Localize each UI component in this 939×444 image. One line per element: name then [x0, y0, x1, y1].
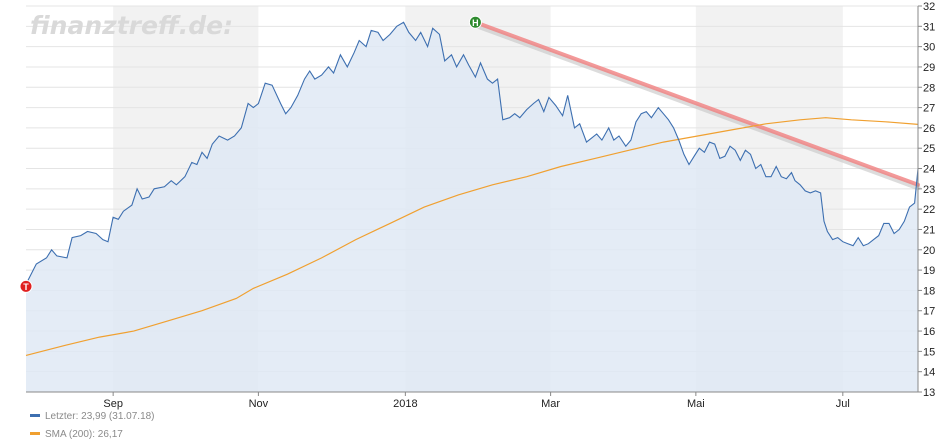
- legend-swatch-sma: [30, 431, 40, 435]
- x-tick-label-2018: 2018: [393, 398, 417, 410]
- y-tick-labels: 13 14 15 16 17 18 19 20 21 22 23 24 25 26 27 28 29 30 31 32: [923, 1, 935, 399]
- y-tick-label-22: 22: [923, 204, 935, 216]
- y-tick-label-17: 17: [923, 306, 935, 318]
- price-area-fill: [26, 22, 918, 393]
- axes: [26, 5, 922, 396]
- x-tick-label-mai: Mai: [687, 398, 705, 410]
- low-marker-label: T: [23, 282, 29, 292]
- y-tick-label-30: 30: [923, 42, 935, 54]
- y-tick-label-13: 13: [923, 387, 935, 399]
- y-tick-label-16: 16: [923, 326, 935, 338]
- price-line: [25, 21, 919, 285]
- y-tick-label-14: 14: [923, 367, 935, 379]
- low-marker-dot: [19, 279, 33, 293]
- y-tick-label-29: 29: [923, 62, 935, 74]
- x-tick-label-mar: Mar: [541, 398, 560, 410]
- trendline-shadow: [472, 22, 921, 191]
- series-lines: [25, 20, 921, 356]
- y-tick-label-31: 31: [923, 21, 935, 33]
- y-tick-label-23: 23: [923, 184, 935, 196]
- y-tick-label-32: 32: [923, 1, 935, 13]
- markers: HT: [19, 15, 482, 293]
- legend-item-last: Letzter: 23,99 (31.07.18): [30, 411, 155, 422]
- y-tick-label-26: 26: [923, 123, 935, 135]
- x-tick-label-nov: Nov: [249, 398, 269, 410]
- x-tick-label-sep: Sep: [103, 398, 123, 410]
- y-tick-label-18: 18: [923, 285, 935, 297]
- x-tick-labels: Sep Nov 2018 Mar Mai Jul: [103, 398, 849, 410]
- legend-item-sma: SMA (200): 26,17: [30, 429, 123, 440]
- sma-200-line: [25, 117, 919, 356]
- watermark-logo: finanztreff.de:: [30, 11, 233, 40]
- y-tick-label-15: 15: [923, 346, 935, 358]
- y-tick-label-19: 19: [923, 265, 935, 277]
- high-marker-label: H: [472, 18, 479, 28]
- y-tick-label-25: 25: [923, 143, 935, 155]
- y-tick-label-28: 28: [923, 82, 935, 94]
- price-area: [26, 22, 918, 393]
- trendline: [473, 20, 920, 187]
- y-tick-label-24: 24: [923, 164, 935, 176]
- y-tick-label-21: 21: [923, 224, 935, 236]
- y-tick-label-20: 20: [923, 245, 935, 257]
- legend-label-sma: SMA (200): 26,17: [45, 429, 123, 440]
- legend-swatch-last: [30, 413, 40, 417]
- legend-label-last: Letzter: 23,99 (31.07.18): [45, 411, 155, 422]
- high-marker-dot: [468, 15, 482, 29]
- x-tick-label-jul: Jul: [836, 398, 850, 410]
- y-tick-label-27: 27: [923, 103, 935, 115]
